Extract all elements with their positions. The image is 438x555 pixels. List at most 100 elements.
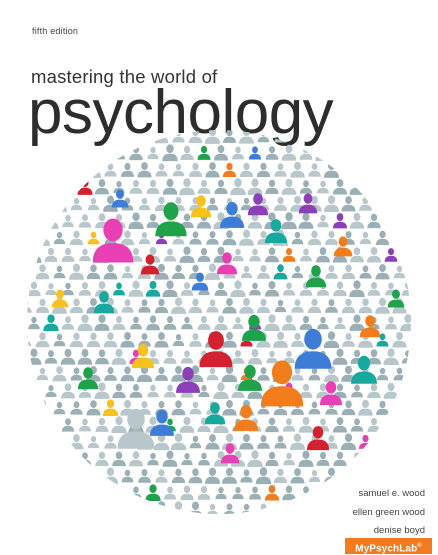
person-silhouette-icon (291, 367, 304, 381)
person-silhouette-icon (179, 178, 195, 196)
person-silhouette-icon (129, 384, 143, 398)
person-silhouette-icon (375, 230, 390, 245)
person-silhouette-icon (154, 130, 169, 144)
person-silhouette-icon (103, 332, 118, 348)
person-silhouette-icon (172, 163, 185, 177)
person-silhouette-icon (53, 333, 66, 347)
person-silhouette-icon (102, 399, 119, 416)
person-silhouette-icon (104, 163, 117, 177)
person-silhouette-icon (138, 299, 151, 313)
person-silhouette-icon (35, 399, 50, 416)
person-silhouette-icon (61, 247, 75, 262)
person-silhouette-icon (349, 212, 365, 229)
person-silhouette-icon (294, 328, 332, 369)
person-silhouette-icon (43, 314, 59, 331)
person-silhouette-icon (36, 367, 49, 381)
person-silhouette-icon (351, 355, 377, 384)
person-silhouette-icon (299, 383, 313, 398)
person-silhouette-icon (129, 451, 143, 467)
person-silhouette-icon (317, 180, 329, 194)
person-silhouette-icon (197, 247, 211, 262)
person-silhouette-icon (248, 146, 262, 160)
person-silhouette-icon (273, 331, 288, 348)
person-silhouette-icon (150, 409, 174, 436)
person-silhouette-icon (53, 265, 66, 279)
person-silhouette-icon (34, 229, 51, 246)
person-silhouette-icon (359, 265, 372, 279)
person-silhouette-icon (77, 178, 93, 195)
person-silhouette-icon (111, 416, 127, 434)
person-silhouette-icon (70, 401, 83, 415)
person-silhouette-icon (197, 179, 211, 194)
person-silhouette-icon (206, 367, 219, 381)
person-silhouette-icon (155, 366, 168, 381)
person-silhouette-icon (172, 130, 185, 143)
person-silhouette-icon (239, 433, 254, 450)
person-silhouette-icon (342, 333, 355, 347)
person-silhouette-icon (367, 282, 381, 296)
person-silhouette-icon (213, 145, 229, 161)
person-silhouette-icon (78, 282, 92, 296)
person-silhouette-icon (138, 231, 151, 245)
person-silhouette-icon (121, 469, 134, 483)
person-silhouette-icon (188, 298, 203, 314)
person-silhouette-icon (317, 316, 329, 330)
person-silhouette-icon (131, 344, 155, 369)
person-silhouette-icon (316, 451, 330, 466)
person-silhouette-icon (111, 189, 129, 208)
person-silhouette-icon (349, 178, 365, 195)
person-silhouette-icon (69, 263, 84, 280)
person-silhouette-icon (308, 470, 321, 483)
edition-label: fifth edition (32, 26, 79, 36)
person-silhouette-icon (222, 467, 237, 484)
person-silhouette-icon (170, 297, 187, 314)
person-silhouette-icon (45, 385, 57, 398)
book-subtitle: mastering the world of (31, 66, 218, 87)
person-silhouette-icon (221, 365, 238, 383)
person-silhouette-icon (93, 291, 115, 314)
person-silhouette-icon (190, 195, 212, 218)
person-silhouette-icon (300, 248, 312, 262)
person-silhouette-icon (223, 130, 236, 143)
person-silhouette-icon (27, 299, 32, 313)
person-silhouette-icon (146, 315, 160, 331)
person-silhouette-icon (164, 384, 176, 398)
person-silhouette-icon (215, 486, 227, 500)
person-silhouette-icon (103, 264, 118, 280)
person-silhouette-icon (350, 452, 364, 466)
person-silhouette-icon (179, 246, 195, 263)
person-silhouette-icon (299, 486, 313, 500)
person-silhouette-icon (120, 230, 135, 246)
person-silhouette-icon (79, 418, 91, 432)
person-silhouette-icon (247, 450, 263, 468)
person-silhouette-icon (289, 433, 306, 450)
person-silhouette-icon (128, 280, 144, 297)
person-silhouette-icon (87, 435, 100, 449)
person-silhouette-icon (204, 130, 221, 144)
person-silhouette-icon (298, 416, 314, 433)
person-silhouette-icon (256, 162, 271, 177)
person-silhouette-icon (162, 178, 178, 195)
person-silhouette-icon (120, 332, 135, 348)
person-silhouette-icon (298, 450, 314, 467)
person-silhouette-icon (146, 179, 160, 194)
person-silhouette-icon (155, 163, 168, 177)
person-silhouette-icon (351, 384, 363, 398)
person-silhouette-icon (43, 212, 59, 229)
book-title: psychology (28, 78, 334, 147)
person-silhouette-icon (36, 298, 49, 313)
person-silhouette-icon (240, 265, 253, 279)
person-silhouette-icon (140, 254, 160, 275)
person-silhouette-icon (376, 400, 389, 415)
person-silhouette-icon (171, 468, 186, 484)
person-silhouette-icon (204, 402, 226, 425)
author-2: ellen green wood (352, 507, 425, 518)
person-silhouette-icon (78, 452, 92, 466)
person-silhouette-icon (189, 231, 202, 245)
person-silhouette-icon (181, 316, 193, 330)
person-silhouette-icon (52, 366, 67, 382)
person-silhouette-icon (147, 146, 159, 160)
person-silhouette-icon (154, 298, 169, 313)
person-silhouette-icon (341, 298, 356, 314)
person-silhouette-icon (180, 145, 194, 160)
